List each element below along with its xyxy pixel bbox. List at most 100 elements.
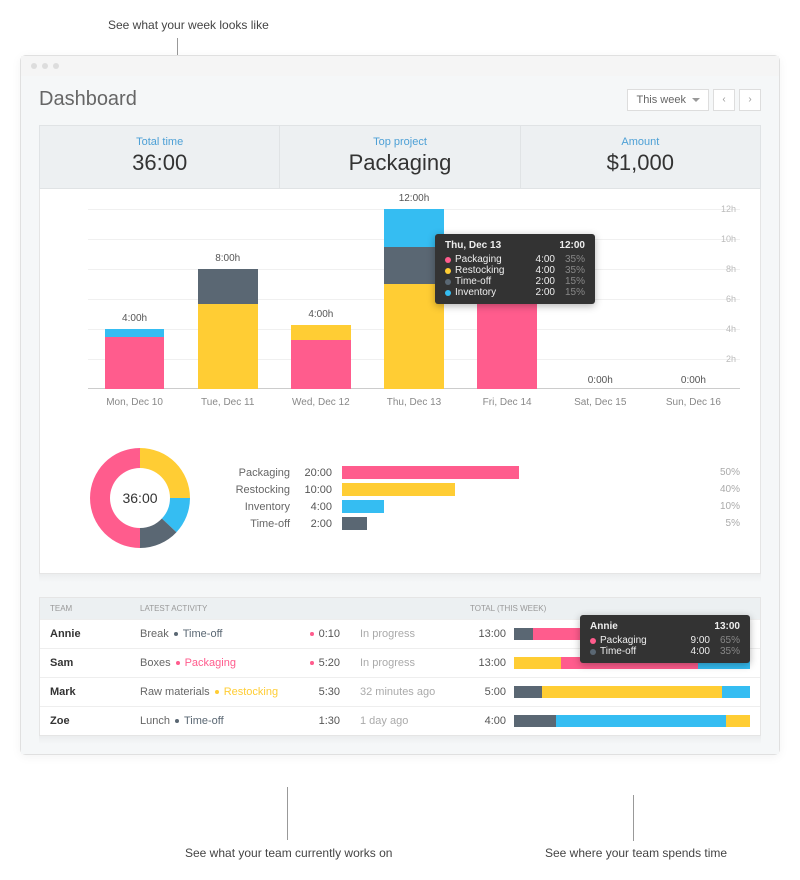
team-tooltip: Annie13:00Packaging9:0065%Time-off4:0035… <box>580 615 750 663</box>
team-status: In progress <box>350 657 460 669</box>
x-axis-tick: Thu, Dec 13 <box>367 389 460 419</box>
category-name: Inventory <box>220 501 300 513</box>
window-titlebar <box>21 56 779 76</box>
team-row[interactable]: Mark Raw materialsRestocking 5:30 32 min… <box>40 677 760 706</box>
team-bar-segment <box>722 686 750 698</box>
bar-column[interactable]: 4:00h <box>88 209 181 389</box>
bar-segment <box>291 325 351 340</box>
team-status: 32 minutes ago <box>350 686 460 698</box>
bar-total-label: 0:00h <box>554 375 647 386</box>
category-time: 2:00 <box>300 518 342 530</box>
summary-row: Total time 36:00 Top project Packaging A… <box>39 125 761 189</box>
category-name: Packaging <box>220 467 300 479</box>
category-time: 20:00 <box>300 467 342 479</box>
team-duration: 1:30 <box>300 715 350 727</box>
summary-label: Top project <box>280 136 519 148</box>
summary-top-project: Top project Packaging <box>280 126 520 188</box>
category-pct: 40% <box>696 484 740 495</box>
bar-column[interactable]: 8:00h <box>181 209 274 389</box>
team-row[interactable]: Zoe LunchTime-off 1:30 1 day ago 4:00 <box>40 706 760 735</box>
traffic-light-icon <box>53 63 59 69</box>
category-bar <box>342 483 455 496</box>
x-axis-tick: Mon, Dec 10 <box>88 389 181 419</box>
bar-segment <box>198 269 258 304</box>
annotation-bottom-left: See what your team currently works on <box>185 846 392 860</box>
annotation-top: See what your week looks like <box>108 18 269 32</box>
summary-total-time: Total time 36:00 <box>40 126 280 188</box>
team-bar-segment <box>556 715 726 727</box>
team-bar-segment <box>726 715 750 727</box>
tag-dot-icon <box>175 719 179 723</box>
category-breakdown: 36:00 Packaging 20:00 50% Restocking 10:0… <box>39 429 761 574</box>
bar-column[interactable]: 4:00h <box>274 209 367 389</box>
team-activity: BreakTime-off <box>130 628 300 640</box>
team-bar-segment <box>514 715 556 727</box>
category-bar <box>342 517 367 530</box>
summary-label: Total time <box>40 136 279 148</box>
prev-week-button[interactable]: ‹ <box>713 89 735 111</box>
category-bar <box>342 500 384 513</box>
team-status: In progress <box>350 628 460 640</box>
team-total: 5:00 <box>460 686 760 698</box>
bar-total-label: 4:00h <box>274 309 367 320</box>
bar-segment <box>105 337 165 390</box>
x-axis-tick: Wed, Dec 12 <box>274 389 367 419</box>
team-activity: LunchTime-off <box>130 715 300 727</box>
summary-value: 36:00 <box>40 150 279 176</box>
bar-segment <box>105 329 165 337</box>
category-pct: 50% <box>696 467 740 478</box>
category-time: 4:00 <box>300 501 342 513</box>
summary-label: Amount <box>521 136 760 148</box>
donut-chart: 36:00 <box>85 443 195 553</box>
browser-window: Dashboard This week ‹ › Total time 36:00… <box>20 55 780 755</box>
category-row: Restocking 10:00 40% <box>220 483 740 496</box>
team-member-name: Annie <box>40 628 130 640</box>
bar-column[interactable]: 0:00h <box>647 209 740 389</box>
team-status: 1 day ago <box>350 715 460 727</box>
annotation-line-bl <box>287 787 288 840</box>
bar-total-label: 4:00h <box>88 313 181 324</box>
donut-center-value: 36:00 <box>122 490 157 506</box>
col-header-team: Team <box>40 604 130 613</box>
category-name: Restocking <box>220 484 300 496</box>
tag-dot-icon <box>215 690 219 694</box>
summary-value: Packaging <box>280 150 519 176</box>
category-row: Time-off 2:00 5% <box>220 517 740 530</box>
category-name: Time-off <box>220 518 300 530</box>
annotation-bottom-right: See where your team spends time <box>545 846 727 860</box>
summary-amount: Amount $1,000 <box>521 126 760 188</box>
category-time: 10:00 <box>300 484 342 496</box>
x-axis-tick: Sat, Dec 15 <box>554 389 647 419</box>
team-member-name: Mark <box>40 686 130 698</box>
col-header-total: Total (This Week) <box>460 604 760 613</box>
category-pct: 5% <box>696 518 740 529</box>
team-panel: Team Latest Activity Total (This Week) A… <box>39 597 761 736</box>
team-bar-segment <box>514 686 542 698</box>
annotation-line-br <box>633 795 634 841</box>
team-duration: 5:30 <box>300 686 350 698</box>
team-bar-segment <box>542 686 721 698</box>
tag-dot-icon <box>176 661 180 665</box>
bar-segment <box>198 304 258 390</box>
category-row: Packaging 20:00 50% <box>220 466 740 479</box>
team-bar-segment <box>514 657 561 669</box>
category-bar <box>342 466 519 479</box>
team-bar-segment <box>514 628 533 640</box>
team-duration: 0:10 <box>300 628 350 640</box>
x-axis-tick: Sun, Dec 16 <box>647 389 740 419</box>
team-activity: BoxesPackaging <box>130 657 300 669</box>
traffic-light-icon <box>42 63 48 69</box>
period-dropdown-label: This week <box>636 94 686 106</box>
team-duration: 5:20 <box>300 657 350 669</box>
team-member-name: Zoe <box>40 715 130 727</box>
summary-value: $1,000 <box>521 150 760 176</box>
bar-total-label: 12:00h <box>367 193 460 204</box>
team-member-name: Sam <box>40 657 130 669</box>
chart-tooltip: Thu, Dec 1312:00Packaging4:0035%Restocki… <box>435 234 595 304</box>
weekly-bar-chart: 2h4h6h8h10h12h4:00h8:00h4:00h12:00h8:00h… <box>39 189 761 429</box>
team-activity: Raw materialsRestocking <box>130 686 300 698</box>
x-axis-tick: Tue, Dec 11 <box>181 389 274 419</box>
bar-total-label: 8:00h <box>181 253 274 264</box>
next-week-button[interactable]: › <box>739 89 761 111</box>
period-dropdown[interactable]: This week <box>627 89 709 111</box>
